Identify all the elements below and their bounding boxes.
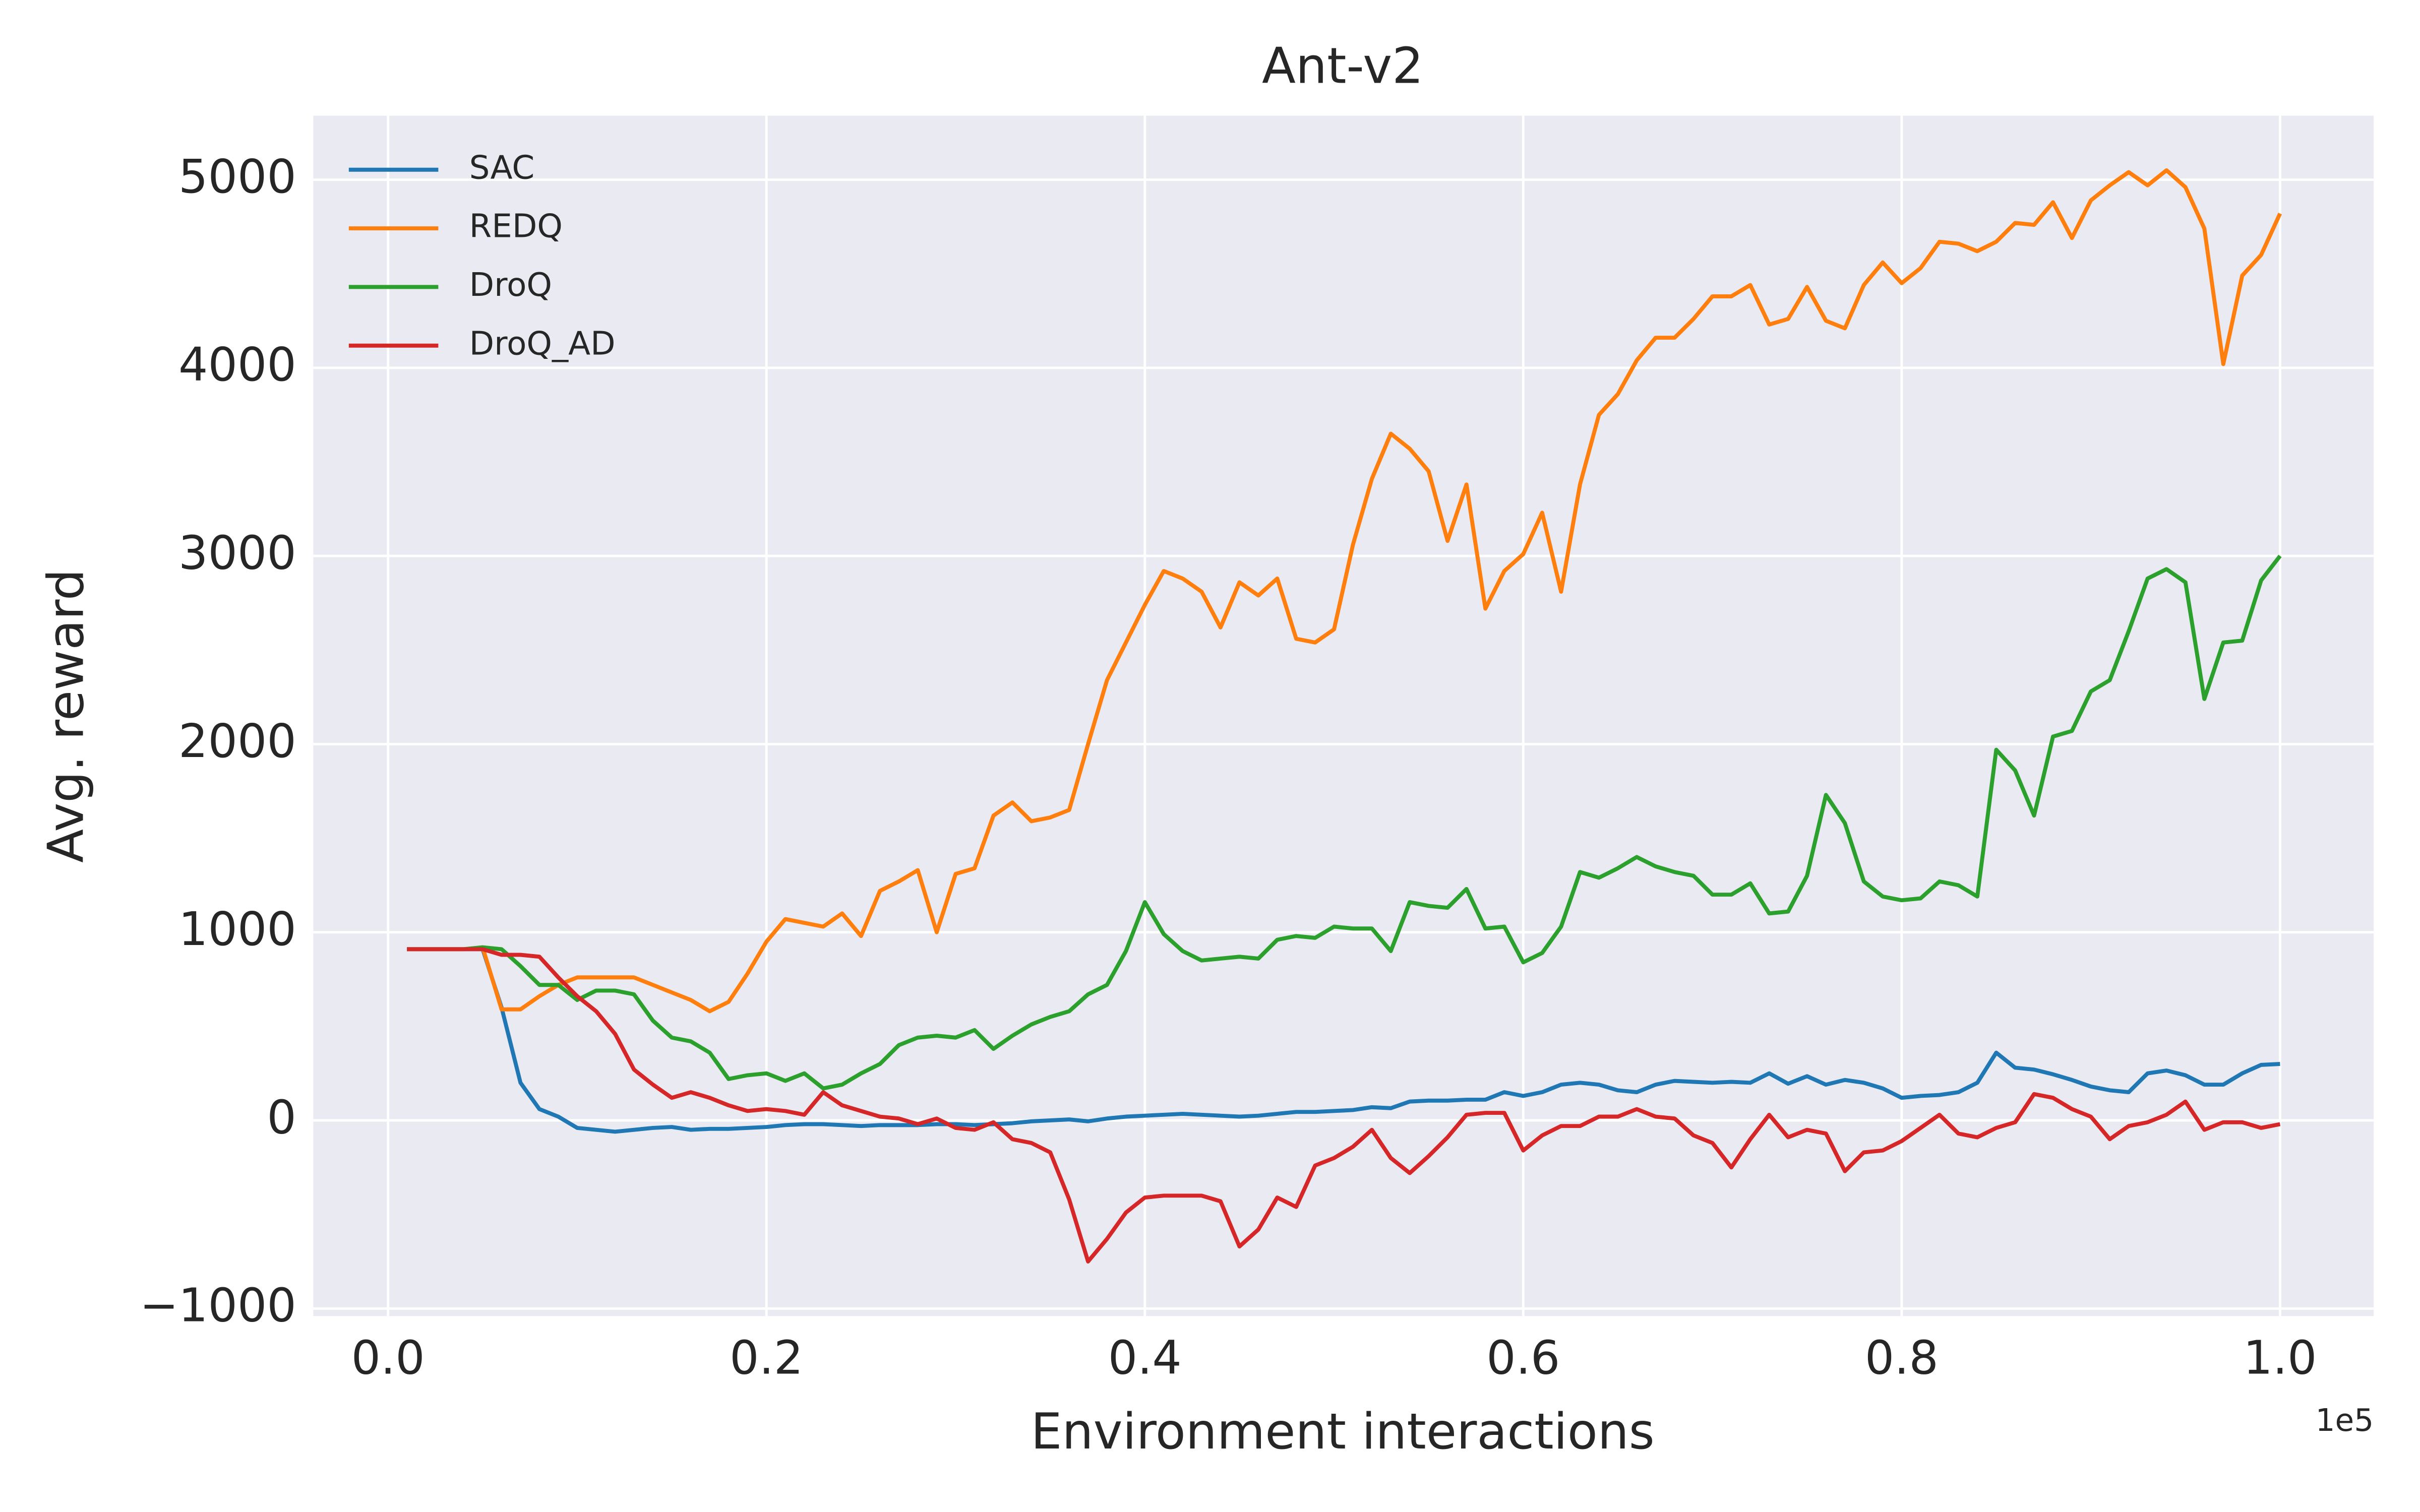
plot-area <box>313 115 2374 1316</box>
y-tick-label: 2000 <box>178 714 296 768</box>
y-axis-label: Avg. reward <box>38 569 95 863</box>
x-axis-label: Environment interactions <box>1031 1403 1655 1461</box>
y-tick-label: 4000 <box>178 338 296 392</box>
x-tick-label: 0.6 <box>1486 1331 1560 1384</box>
x-offset-label: 1e5 <box>2316 1403 2374 1438</box>
y-tick-label: 1000 <box>178 902 296 956</box>
x-tick-label: 0.2 <box>730 1331 803 1384</box>
legend-label: REDQ <box>469 208 563 245</box>
x-tick-label: 0.0 <box>351 1331 425 1384</box>
series-line <box>407 947 2281 1264</box>
legend-label: DroQ <box>469 266 552 304</box>
legend-label: DroQ_AD <box>469 325 616 362</box>
series-line <box>407 554 2282 1091</box>
x-tick-label: 0.8 <box>1865 1331 1939 1384</box>
series-line <box>407 947 2280 1134</box>
legend-label: SAC <box>469 149 535 186</box>
x-tick-label: 1.0 <box>2243 1331 2317 1384</box>
y-tick-label: −1000 <box>140 1279 296 1333</box>
chart-title: Ant-v2 <box>1262 38 1423 95</box>
series-line <box>407 168 2282 1014</box>
y-tick-label: 5000 <box>178 150 296 204</box>
x-tick-label: 0.4 <box>1108 1331 1182 1384</box>
y-tick-label: 0 <box>267 1090 296 1144</box>
y-tick-label: 3000 <box>178 526 296 580</box>
